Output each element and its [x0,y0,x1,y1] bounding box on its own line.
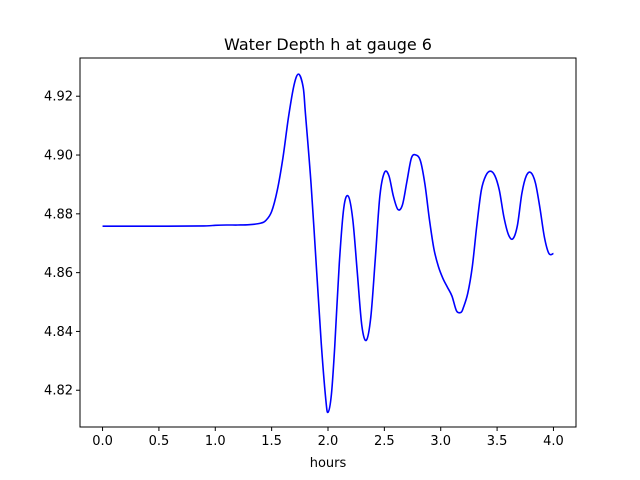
x-tick-label: 2.0 [318,434,339,449]
x-axis-label: hours [310,456,347,471]
x-tick-label: 1.0 [205,434,226,449]
x-axis-ticks: 0.0 0.5 1.0 1.5 2.0 2.5 3.0 3.5 4.0 [92,427,564,449]
x-tick-label: 2.5 [374,434,395,449]
x-tick-label: 1.5 [261,434,282,449]
y-axis-ticks: 4.82 4.84 4.86 4.88 4.90 4.92 [44,90,80,399]
x-tick-label: 0.5 [149,434,170,449]
x-tick-label: 4.0 [543,434,564,449]
y-tick-label: 4.92 [44,90,73,105]
plot-frame [79,57,577,428]
x-tick-label: 3.0 [430,434,451,449]
series-line [102,73,554,414]
x-tick-label: 0.0 [92,434,113,449]
y-tick-label: 4.88 [44,207,73,222]
y-tick-label: 4.82 [44,384,73,399]
y-tick-label: 4.84 [44,325,73,340]
y-tick-label: 4.86 [44,266,73,281]
x-tick-label: 3.5 [487,434,508,449]
chart-title: Water Depth h at gauge 6 [224,35,432,54]
y-tick-label: 4.90 [44,149,73,164]
